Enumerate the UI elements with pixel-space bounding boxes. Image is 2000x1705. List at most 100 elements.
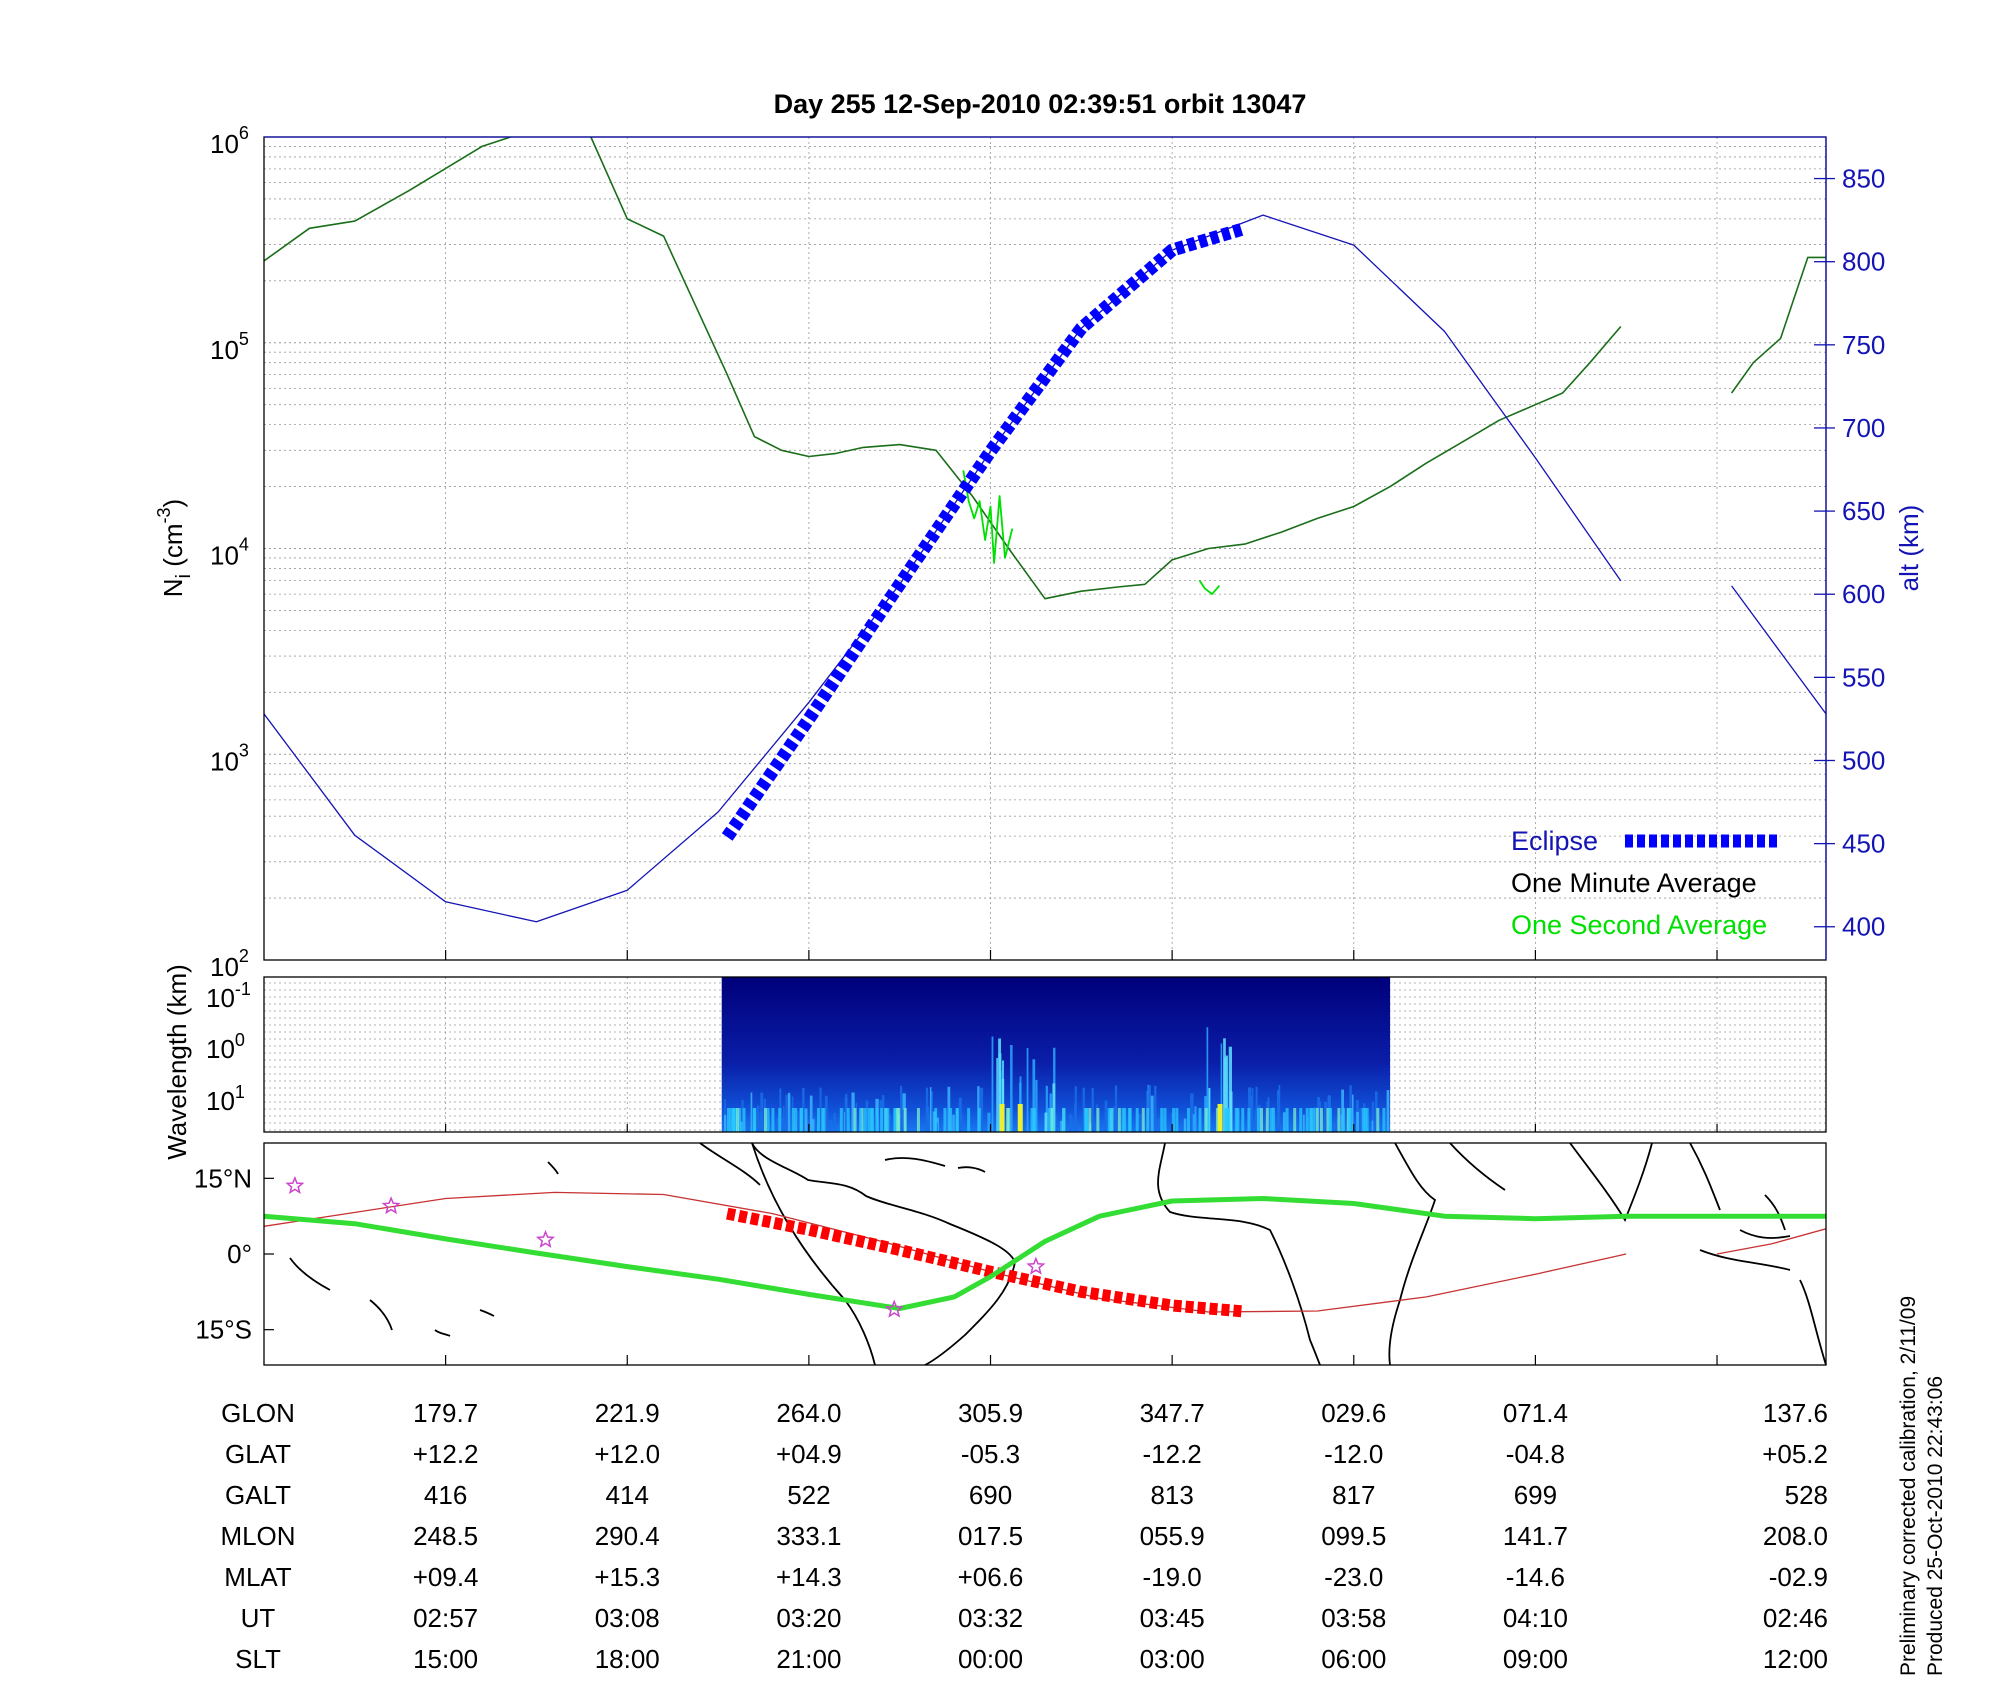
spectrogram-band-cell: [916, 1108, 920, 1132]
spectrogram-peak: [1217, 1104, 1223, 1132]
spectrogram-streak: [998, 1038, 1002, 1132]
density-vertical-gridlines: [445, 137, 1718, 960]
spectrogram-streak: [925, 1106, 930, 1132]
spectrogram-band-cell: [846, 1108, 850, 1132]
spectrogram-band-cell: [859, 1108, 863, 1132]
caribbean-island-1: [884, 1157, 946, 1167]
spectrogram-streak: [1302, 1114, 1305, 1132]
spectrogram-streak: [1255, 1107, 1258, 1132]
altitude-tick-label: 600: [1842, 579, 1885, 609]
spectrogram-streak: [1190, 1093, 1194, 1132]
spectrogram-band-cell: [1361, 1108, 1365, 1132]
table-cell: 03:45: [1140, 1603, 1205, 1633]
spectrogram-frame: [263, 976, 1827, 1133]
spectrogram-band-cell: [1172, 1108, 1176, 1132]
table-cell: +15.3: [594, 1562, 660, 1592]
legend-minute-label: One Minute Average: [1511, 868, 1757, 898]
spectrogram-band-cell: [1299, 1108, 1303, 1132]
south-america-coast: [751, 1142, 1016, 1366]
spectrogram-streak: [1206, 1027, 1209, 1132]
density-tick-label: 106: [210, 123, 249, 159]
density-series: [264, 137, 1826, 923]
ground-track-panel: 15°N 0° 15°S: [194, 1124, 1827, 1366]
table-cell: 208.0: [1763, 1521, 1828, 1551]
spectrogram-streak: [930, 1091, 934, 1132]
africa-west-coast: [1157, 1142, 1321, 1366]
spectrogram-band-cell: [1096, 1108, 1100, 1132]
density-line: [264, 137, 1622, 600]
spectrogram-band-cell: [1198, 1108, 1202, 1132]
table-cell: 522: [787, 1480, 830, 1510]
spectrogram-band-cell: [794, 1108, 798, 1132]
table-cell: 071.4: [1503, 1398, 1568, 1428]
table-cell: -12.2: [1143, 1439, 1202, 1469]
spectrogram-streak: [1060, 1120, 1063, 1132]
spectrogram-band-cell: [1265, 1108, 1269, 1132]
table-cell: 305.9: [958, 1398, 1023, 1428]
table-cell: 02:46: [1763, 1603, 1828, 1633]
table-cell: +06.6: [958, 1562, 1024, 1592]
spectrogram-band-cell: [1088, 1108, 1092, 1132]
spectrogram-band-cell: [1047, 1108, 1051, 1132]
spectrogram-band-cell: [1256, 1108, 1260, 1132]
spectrogram-band-cell: [863, 1108, 867, 1132]
spectrogram-streak: [1223, 1038, 1226, 1132]
spectrogram-streak: [782, 1106, 785, 1132]
spectrogram-streak: [833, 1112, 836, 1132]
table-cell: 137.6: [1763, 1398, 1828, 1428]
spectrogram-streak: [1229, 1091, 1233, 1132]
table-cell: 03:08: [595, 1603, 660, 1633]
table-cell: 528: [1785, 1480, 1828, 1510]
table-cell: 416: [424, 1480, 467, 1510]
altitude-tick-label: 450: [1842, 829, 1885, 859]
spectrogram-streak: [776, 1118, 779, 1132]
spectrogram-streak: [1045, 1085, 1048, 1132]
eclipse-track-line: [726, 1207, 1246, 1318]
latitude-tick-label: 0°: [227, 1239, 252, 1269]
spectrogram-streak: [1276, 1090, 1280, 1132]
spectrogram-streak: [1192, 1114, 1196, 1132]
spectrogram-band-cell: [1234, 1108, 1238, 1132]
table-cell: 141.7: [1503, 1521, 1568, 1551]
spectrogram-band-cell: [1342, 1108, 1346, 1132]
spectrogram-streak: [1104, 1100, 1108, 1132]
table-cell: -14.6: [1506, 1562, 1565, 1592]
pacific-island-2: [369, 1299, 393, 1331]
spectrogram-streak: [1032, 1059, 1036, 1132]
spectrogram-streak: [785, 1094, 788, 1132]
spectrogram-band-cell: [1121, 1108, 1125, 1132]
spectrogram-band-cell: [1236, 1108, 1240, 1132]
pacific-island-4: [479, 1309, 495, 1317]
map-plot-area: [264, 1143, 1826, 1365]
table-cell: 03:00: [1140, 1644, 1205, 1674]
spectrogram-band-cell: [1083, 1108, 1087, 1132]
spectrogram-streak: [819, 1087, 822, 1132]
spectrogram-streak: [779, 1118, 784, 1132]
altitude-tick-label: 500: [1842, 745, 1885, 775]
spectrogram-band-cell: [853, 1108, 857, 1132]
spectrogram-band-cell: [766, 1108, 770, 1132]
spectrogram-band-cell: [1349, 1108, 1353, 1132]
orbit-parameter-table: GLON 179.7 221.9 264.0 305.9 347.7 029.6 071.4 1…: [220, 1398, 1828, 1674]
spectrogram-streak: [804, 1108, 808, 1132]
table-cell: -12.0: [1324, 1439, 1383, 1469]
map-y-tick-labels: 15°N 0° 15°S: [194, 1163, 274, 1345]
spectrogram-band-cell: [1146, 1108, 1150, 1132]
table-cell: -04.8: [1506, 1439, 1565, 1469]
spectrogram-streak: [958, 1097, 962, 1132]
spectrogram-streak: [899, 1085, 903, 1132]
spectrogram-streak: [845, 1093, 848, 1132]
indonesia-coast-2: [1739, 1229, 1791, 1239]
spectrogram-streak: [1332, 1123, 1336, 1132]
spectrogram-streak: [1225, 1055, 1228, 1132]
spectrogram-streak: [952, 1114, 955, 1132]
density-axis-label-main: N: [158, 578, 188, 597]
spectrogram-streak: [928, 1114, 931, 1132]
spectrogram-streak: [1220, 1043, 1223, 1132]
spectrogram-band-cell: [1135, 1108, 1139, 1132]
table-cell: 690: [969, 1480, 1012, 1510]
spectrogram-streak: [843, 1112, 846, 1132]
orbit-track-line: [1716, 1228, 1826, 1255]
density-tick-label: 103: [210, 740, 249, 776]
